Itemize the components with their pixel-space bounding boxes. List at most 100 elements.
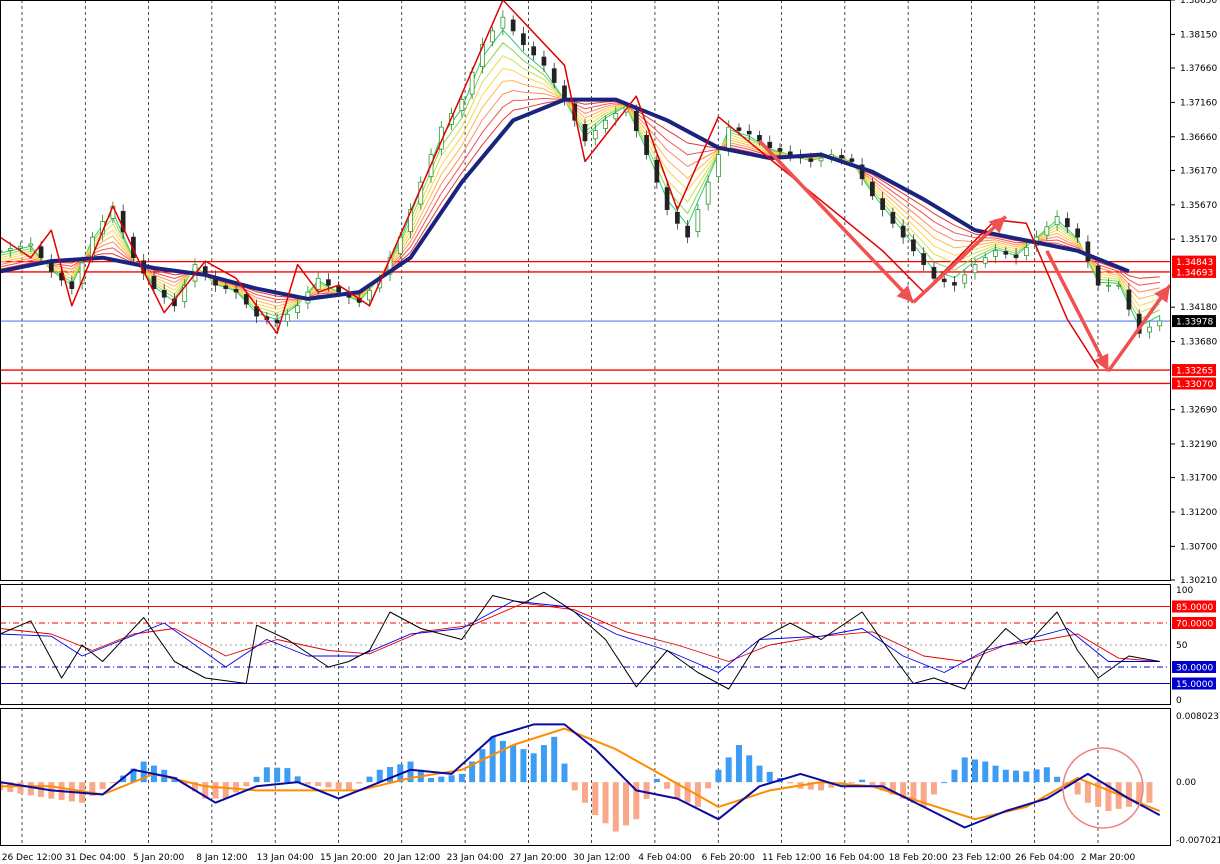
panel-frame: [0, 708, 1171, 846]
macd-histogram-bar: [89, 782, 96, 796]
macd-histogram-bar: [274, 767, 281, 783]
panel-frame: [0, 584, 1171, 705]
price-level-label: 1.34693: [1176, 268, 1213, 278]
candle-body: [603, 119, 608, 129]
x-tick-label: 26 Dec 12:00: [2, 853, 63, 863]
macd-histogram-bar: [315, 782, 322, 787]
y-tick-label: 1.30210: [1180, 576, 1217, 586]
x-tick-label: 11 Feb 12:00: [762, 853, 821, 863]
osc-level-label: 30.0000: [1176, 664, 1213, 674]
x-tick-label: 4 Feb 04:00: [638, 853, 692, 863]
candle-body: [664, 187, 670, 210]
macd-histogram-bar: [746, 755, 753, 783]
candle-body: [1085, 241, 1091, 262]
macd-panel: [0, 723, 1161, 832]
candle-body: [120, 210, 126, 233]
candle-body: [870, 181, 875, 197]
candle-body: [79, 262, 85, 284]
macd-histogram-bar: [941, 782, 948, 784]
osc-level-tag: [1172, 677, 1216, 690]
candle-body: [500, 16, 506, 29]
osc-level-label: 70.0000: [1176, 620, 1213, 630]
osc-level-label: 85.0000: [1176, 603, 1213, 613]
candle-body: [982, 257, 988, 264]
osc-y-tick-label: 0: [1176, 696, 1182, 706]
y-tick-label: 1.32690: [1180, 406, 1217, 416]
price-level-tag: [1172, 377, 1216, 390]
y-tick-label: 1.37660: [1180, 64, 1217, 74]
trend-arrow-head: [1154, 285, 1170, 303]
x-tick-label: 27 Jan 20:00: [510, 853, 567, 863]
candle-body: [182, 284, 188, 303]
candle-body: [161, 289, 167, 298]
candle-body: [962, 274, 968, 284]
x-tick-label: 8 Jan 12:00: [196, 853, 248, 863]
macd-histogram-bar: [17, 782, 24, 794]
price-level-label: 1.33978: [1176, 318, 1213, 328]
price-level-tag: [1172, 315, 1216, 328]
macd-y-tick-label: 0.00: [1176, 778, 1196, 788]
y-tick-label: 1.31700: [1180, 474, 1217, 484]
macd-histogram-bar: [951, 769, 958, 783]
panel-frame: [0, 0, 1171, 581]
candle-body: [808, 158, 814, 162]
macd-histogram-bar: [848, 782, 855, 784]
price-level-label: 1.33265: [1176, 367, 1213, 377]
candle-body: [551, 68, 557, 83]
macd-histogram-bar: [623, 782, 630, 826]
candle-body: [911, 239, 916, 252]
price-level-tag: [1172, 255, 1216, 268]
x-tick-label: 2 Mar 20:00: [1081, 853, 1136, 863]
macd-histogram-bar: [551, 736, 558, 783]
trend-arrow-shaft: [758, 139, 915, 304]
macd-histogram-bar: [407, 761, 414, 783]
candle-body: [510, 19, 516, 32]
candle-body: [18, 245, 23, 249]
macd-histogram-bar: [561, 763, 568, 783]
candle-body: [849, 158, 855, 162]
candle-body: [38, 246, 44, 259]
candle-body: [1095, 265, 1101, 286]
y-tick-label: 1.36170: [1180, 166, 1217, 176]
macd-histogram-bar: [684, 782, 691, 803]
candle-body: [613, 113, 619, 120]
candle-body: [326, 279, 331, 286]
candle-body: [1075, 228, 1080, 238]
macd-histogram-bar: [674, 782, 681, 799]
macd-histogram-bar: [1074, 782, 1081, 795]
candle-body: [367, 289, 372, 301]
candle-body: [582, 124, 588, 142]
price-level-tag: [1172, 364, 1216, 377]
candle-body: [1003, 251, 1009, 255]
candle-body: [1023, 247, 1029, 256]
osc-level-tag: [1172, 661, 1216, 673]
macd-histogram-bar: [335, 782, 342, 789]
macd-histogram-bar: [766, 771, 773, 783]
macd-histogram-bar: [530, 753, 537, 783]
candle-body: [1157, 320, 1163, 327]
candle-body: [746, 130, 752, 135]
macd-histogram-bar: [192, 782, 198, 792]
candle-body: [1044, 226, 1050, 236]
candle-body: [531, 46, 537, 56]
y-tick-label: 1.30700: [1180, 542, 1217, 552]
macd-histogram-bar: [27, 782, 34, 796]
candle-body: [654, 159, 660, 183]
macd-histogram-bar: [345, 782, 352, 791]
candle-body: [480, 44, 485, 68]
macd-histogram-bar: [859, 779, 866, 783]
y-tick-label: 1.31200: [1180, 508, 1217, 518]
y-tick-label: 1.35670: [1180, 201, 1217, 211]
x-tick-label: 20 Jan 12:00: [383, 853, 440, 863]
macd-histogram-bar: [1013, 770, 1020, 783]
macd-histogram-bar: [428, 778, 435, 783]
candle-body: [131, 236, 136, 259]
macd-histogram-bar: [1043, 767, 1050, 783]
trend-arrow-head: [896, 285, 914, 303]
x-tick-label: 18 Feb 20:00: [889, 853, 948, 863]
candle-body: [233, 288, 239, 293]
candle-body: [285, 314, 290, 322]
x-tick-label: 23 Feb 12:00: [952, 853, 1011, 863]
x-tick-label: 30 Jan 12:00: [573, 853, 630, 863]
